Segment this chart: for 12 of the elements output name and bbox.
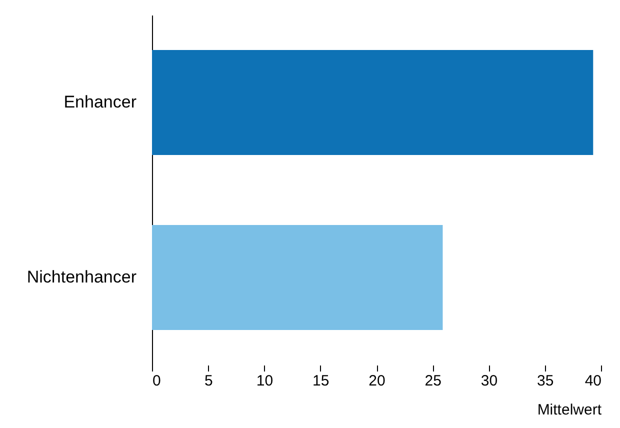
x-tick-label: 15 [312,372,330,390]
x-tick-label: 5 [204,372,213,390]
x-tick-label: 10 [256,372,274,390]
x-tick-label: 40 [584,372,602,390]
x-tick-label: 30 [480,372,498,390]
x-tick-label: 20 [368,372,386,390]
x-axis-title: Mittelwert [537,402,602,418]
y-tick-label: Nichtenhancer [26,268,137,286]
x-tick-label: 25 [424,372,442,390]
y-tick-label: Enhancer [64,92,137,112]
x-tick-label: 0 [152,372,161,390]
x-tick-label: 35 [537,372,554,390]
